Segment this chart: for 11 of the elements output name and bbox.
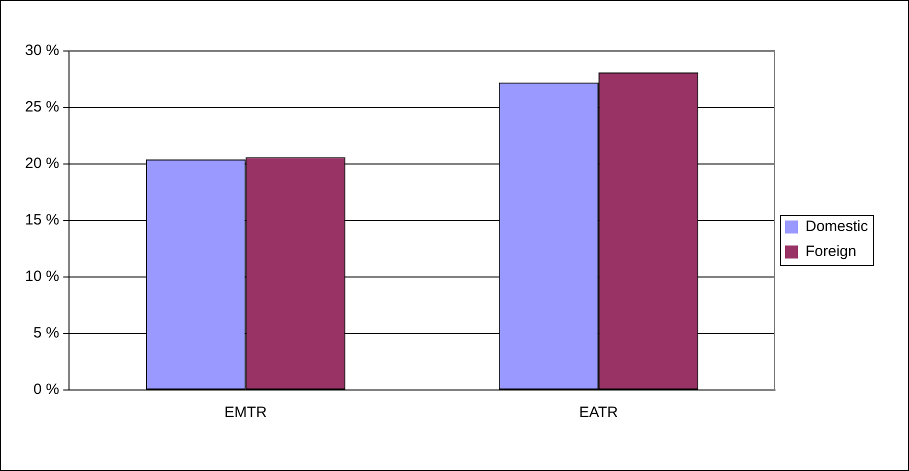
legend-label: Foreign: [805, 243, 856, 260]
y-tick-label: 30 %: [24, 42, 60, 60]
y-tick-label: 20 %: [24, 155, 60, 172]
y-tick-label: 15 %: [24, 212, 60, 229]
y-tick-label: 10 %: [24, 268, 60, 286]
x-tick-label: EMTR: [224, 404, 268, 422]
x-tick-label: EATR: [579, 404, 618, 422]
y-tick-label: 5 %: [33, 324, 60, 342]
y-tick-label: 25 %: [24, 98, 60, 116]
y-tick-label: 0 %: [33, 381, 60, 398]
legend-label: Domestic: [805, 218, 868, 236]
